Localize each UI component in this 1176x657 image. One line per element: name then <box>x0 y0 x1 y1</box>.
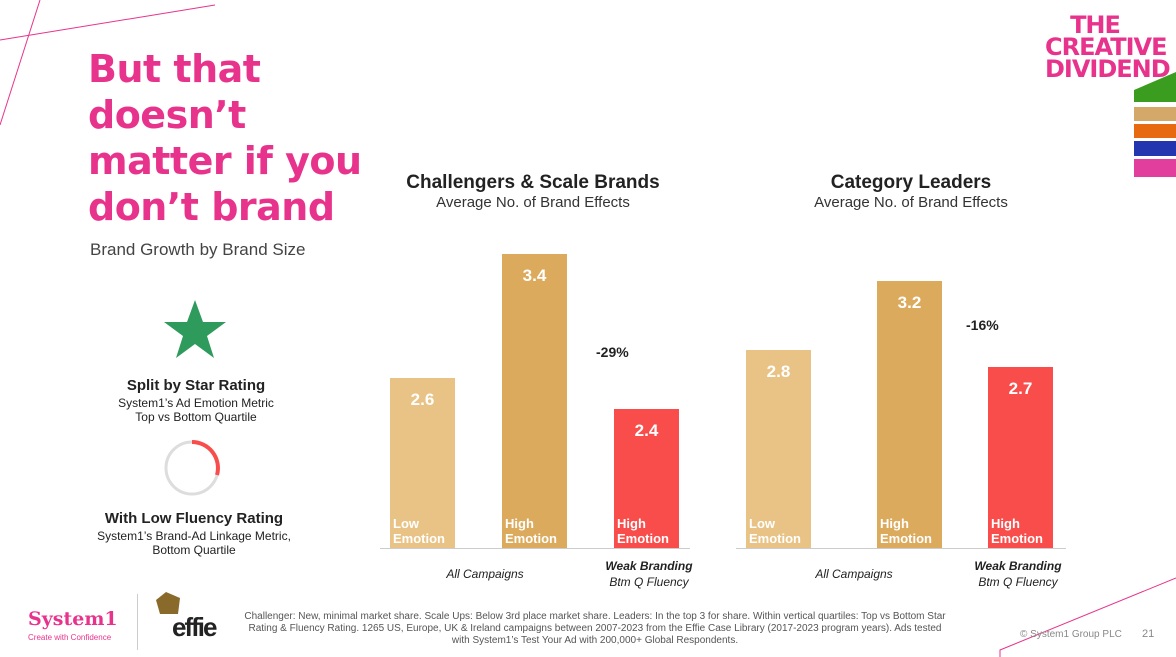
star-legend-desc: Top vs Bottom Quartile <box>135 410 257 424</box>
baseline <box>380 548 690 549</box>
bar-label: High Emotion <box>617 516 669 546</box>
bar-value: 2.7 <box>1008 379 1033 399</box>
bar-label: High Emotion <box>991 515 1043 546</box>
copyright: © System1 Group PLC <box>1020 629 1122 640</box>
x-label: Btm Q Fluency <box>609 575 689 589</box>
change-label: -16% <box>966 317 999 333</box>
bar-label: High Emotion <box>505 516 557 546</box>
x-label: Weak Branding <box>605 559 693 573</box>
chart-title: Category Leaders <box>830 172 992 193</box>
x-label: Btm Q Fluency <box>978 575 1058 589</box>
bar-label: Low Emotion <box>393 516 445 546</box>
logo-text: THE CREATIVE DIVIDEND <box>1045 11 1171 83</box>
chart-subtitle: Average No. of Brand Effects <box>814 194 1008 211</box>
footnote: Challenger: New, minimal market share. S… <box>244 611 946 646</box>
bar: 2.4 High Emotion <box>614 408 679 548</box>
change-label: -29% <box>596 344 629 360</box>
bar: 2.6 Low Emotion <box>390 377 455 548</box>
system1-logo: System1 <box>28 608 118 630</box>
subheading: Brand Growth by Brand Size <box>90 240 306 259</box>
divider <box>137 594 138 650</box>
x-label: All Campaigns <box>815 567 893 581</box>
fluency-legend-desc: System1’s Brand-Ad Linkage Metric, <box>97 529 291 543</box>
bar-value: 3.4 <box>522 265 547 285</box>
fluency-gauge-icon <box>164 440 220 496</box>
fluency-legend-desc: Bottom Quartile <box>152 543 236 557</box>
star-icon <box>164 300 226 358</box>
star-legend-title: Split by Star Rating <box>126 377 266 394</box>
system1-tagline: Create with Confidence <box>28 633 112 642</box>
chart-subtitle: Average No. of Brand Effects <box>436 194 630 211</box>
page-number: 21 <box>1142 628 1155 640</box>
bar-value: 2.8 <box>766 361 791 381</box>
fluency-legend-title: With Low Fluency Rating <box>104 510 284 527</box>
bar: 2.8 Low Emotion <box>746 349 811 548</box>
bar-label: Low Emotion <box>749 515 801 546</box>
bar: 3.4 High Emotion <box>502 253 567 548</box>
bar-value: 2.6 <box>410 389 435 409</box>
headline: But that doesn’t matter if you don’t bra… <box>88 47 362 229</box>
baseline <box>736 548 1066 549</box>
bar: 2.7 High Emotion <box>988 367 1053 548</box>
x-label: All Campaigns <box>446 567 524 581</box>
star-legend-desc: System1’s Ad Emotion Metric <box>118 396 274 410</box>
chart-title: Challengers & Scale Brands <box>406 172 660 193</box>
effie-logo: effie <box>172 612 217 642</box>
bar-value: 3.2 <box>897 293 922 313</box>
effie-statue-icon <box>156 592 180 614</box>
bar: 3.2 High Emotion <box>877 281 942 548</box>
creative-dividend-logo: THE CREATIVE DIVIDEND <box>1030 11 1171 83</box>
bar-label: High Emotion <box>880 515 932 546</box>
bar-value: 2.4 <box>634 420 659 440</box>
x-label: Weak Branding <box>974 559 1062 573</box>
stacked-layers-icon <box>1134 72 1176 177</box>
